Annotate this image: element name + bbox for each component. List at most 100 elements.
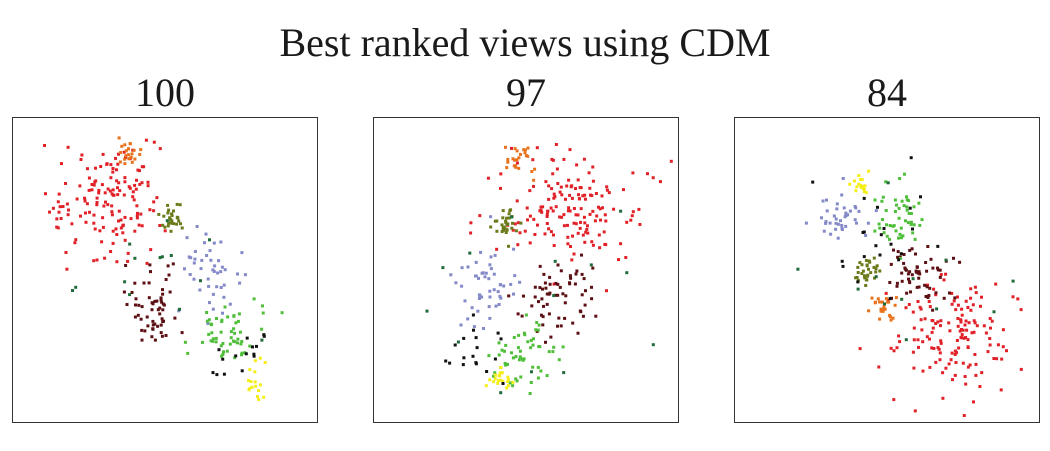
scatter-point-red (568, 193, 572, 197)
scatter-point-maroon (928, 286, 932, 290)
scatter-point-green (221, 342, 225, 345)
scatter-point-black (474, 362, 478, 366)
scatter-point-maroon (159, 331, 163, 335)
scatter-point-lavender (217, 259, 221, 263)
scatter-point-red (469, 221, 473, 225)
scatter-point-orange (887, 300, 891, 304)
scatter-point-green (531, 365, 535, 369)
scatter-point-red (624, 256, 628, 259)
scatter-point-maroon (582, 277, 586, 281)
scatter-point-black (499, 337, 503, 341)
scatter-point-red (101, 225, 105, 229)
scatter-point-lavender (492, 272, 496, 276)
scatter-point-green (901, 234, 905, 238)
scatter-point-red (912, 366, 916, 370)
scatter-point-red (973, 353, 977, 356)
scatter-point-black (909, 156, 913, 160)
scatter-point-orange (138, 153, 142, 156)
scatter-point-red (155, 196, 159, 200)
scatter-point-black (240, 369, 244, 373)
scatter-point-green (880, 199, 884, 203)
scatter-point-red (111, 229, 115, 233)
scatter-point-green (535, 321, 539, 324)
scatter-point-olive (864, 259, 868, 262)
scatter-point-lavender (466, 265, 470, 269)
scatter-point-red (597, 233, 601, 237)
scatter-point-black (462, 336, 466, 340)
scatter-point-red (92, 183, 96, 187)
scatter-point-green (892, 224, 896, 228)
scatter-point-red (594, 192, 598, 195)
scatter-point-red (953, 349, 957, 353)
scatter-point-yellow (867, 169, 871, 173)
scatter-point-maroon (147, 281, 151, 285)
scatter-point-orange (532, 178, 536, 182)
scatter-point-black (461, 363, 465, 367)
scatter-point-orange (533, 167, 537, 171)
scatter-point-red (543, 232, 547, 236)
scatter-point-orange (881, 309, 885, 313)
scatter-point-orange (506, 158, 510, 161)
scatter-point-green (201, 340, 204, 344)
scatter-point-maroon (908, 280, 911, 284)
scatter-point-red (531, 158, 535, 162)
scatter-point-red (115, 179, 119, 183)
scatter-point-green (909, 212, 913, 215)
scatter-point-maroon (180, 331, 184, 335)
scatter-point-red (959, 318, 963, 322)
scatter-point-darkgreen (1011, 279, 1015, 283)
scatter-point-red (478, 214, 482, 218)
scatter-point-olive (505, 216, 509, 220)
scatter-point-red (152, 200, 156, 204)
scatter-point-lavender (476, 309, 480, 313)
scatter-point-red (1001, 345, 1005, 349)
scatter-point-maroon (924, 295, 928, 298)
scatter-point-lavender (466, 317, 470, 321)
scatter-point-maroon (556, 263, 560, 267)
scatter-point-orange (517, 156, 521, 160)
scatter-point-orange (130, 160, 134, 164)
scatter-point-red (948, 329, 952, 333)
scatter-point-black (908, 206, 912, 210)
scatter-point-green (909, 222, 913, 226)
scatter-point-red (116, 193, 120, 197)
scatter-point-red (913, 409, 917, 413)
scatter-point-red (101, 216, 105, 220)
scatter-point-green (536, 328, 540, 332)
scatter-point-darkgreen (199, 279, 202, 283)
scatter-point-green (909, 220, 913, 224)
scatter-point-maroon (540, 297, 544, 301)
scatter-point-yellow (499, 366, 503, 369)
scatter-point-darkgreen (178, 307, 181, 311)
scatter-point-red (131, 195, 135, 199)
scatter-point-lavender (498, 294, 502, 298)
scatter-point-black (856, 280, 860, 284)
scatter-point-black (882, 227, 886, 230)
scatter-point-green (232, 314, 236, 318)
scatter-point-green (885, 223, 888, 227)
scatter-point-red (541, 205, 545, 209)
scatter-point-green (487, 354, 491, 358)
scatter-point-maroon (160, 317, 164, 321)
scatter-point-black (485, 370, 489, 373)
scatter-point-red (583, 193, 587, 197)
scatter-point-red (90, 183, 94, 186)
scatter-point-red (132, 198, 136, 202)
scatter-point-red (56, 200, 60, 204)
scatter-point-olive (179, 222, 182, 226)
scatter-point-black (215, 373, 219, 377)
scatter-point-maroon (151, 319, 155, 323)
scatter-point-red (963, 375, 967, 378)
scatter-point-red (637, 207, 641, 211)
scatter-point-green (893, 210, 897, 213)
scatter-point-red (115, 168, 118, 172)
scatter-point-red (111, 170, 115, 174)
scatter-point-red (97, 188, 101, 192)
scatter-point-red (78, 184, 82, 188)
scatter-point-red (67, 208, 70, 212)
scatter-point-red (570, 184, 574, 188)
scatter-point-orange (127, 153, 130, 157)
scatter-point-green (905, 195, 908, 199)
scatter-point-red (582, 157, 586, 161)
scatter-point-red (499, 186, 502, 190)
